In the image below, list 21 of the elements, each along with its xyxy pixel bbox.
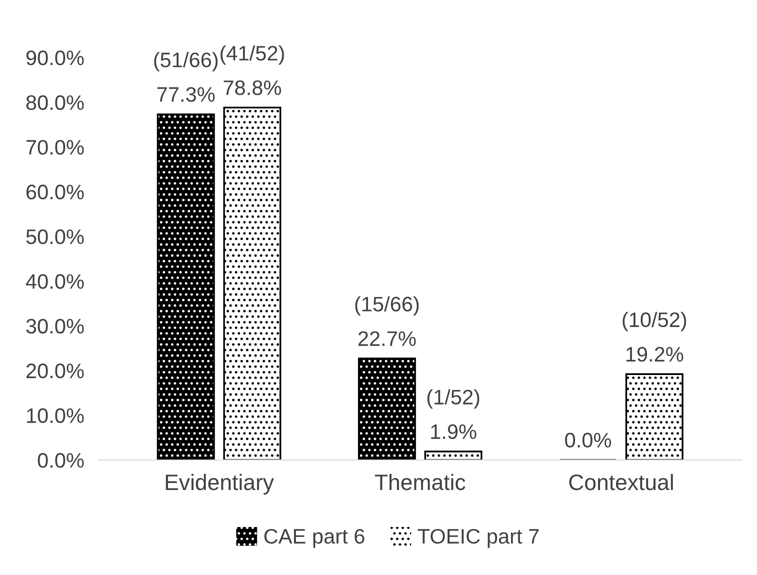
data-label: (10/52) 19.2% — [622, 312, 686, 362]
legend-label: CAE part 6 — [264, 528, 364, 548]
y-tick-label: 70.0% — [26, 140, 84, 155]
x-tick-label: Evidentiary — [166, 474, 274, 495]
y-tick-label: 0.0% — [38, 453, 84, 468]
data-label: (1/52) 1.9% — [427, 389, 480, 440]
y-tick-label: 60.0% — [26, 184, 84, 200]
data-label: (41/52) 78.8% — [220, 45, 284, 96]
data-label: (15/66) 22.7% — [355, 296, 419, 346]
data-label: (51/66) 77.3% — [154, 52, 218, 102]
y-tick-label: 10.0% — [27, 408, 84, 424]
legend-label: TOEIC part 7 — [418, 528, 539, 548]
x-tick-label: Thematic — [374, 474, 466, 490]
x-tick-label: Contextual — [569, 474, 673, 490]
y-tick-label: 80.0% — [26, 95, 84, 110]
y-tick-label: 50.0% — [26, 229, 84, 244]
y-tick-label: 90.0% — [26, 50, 84, 66]
data-label: 0.0% — [565, 432, 612, 448]
y-tick-label: 20.0% — [26, 364, 84, 378]
y-tick-label: 40.0% — [26, 274, 84, 289]
y-tick-label: 30.0% — [26, 318, 84, 334]
